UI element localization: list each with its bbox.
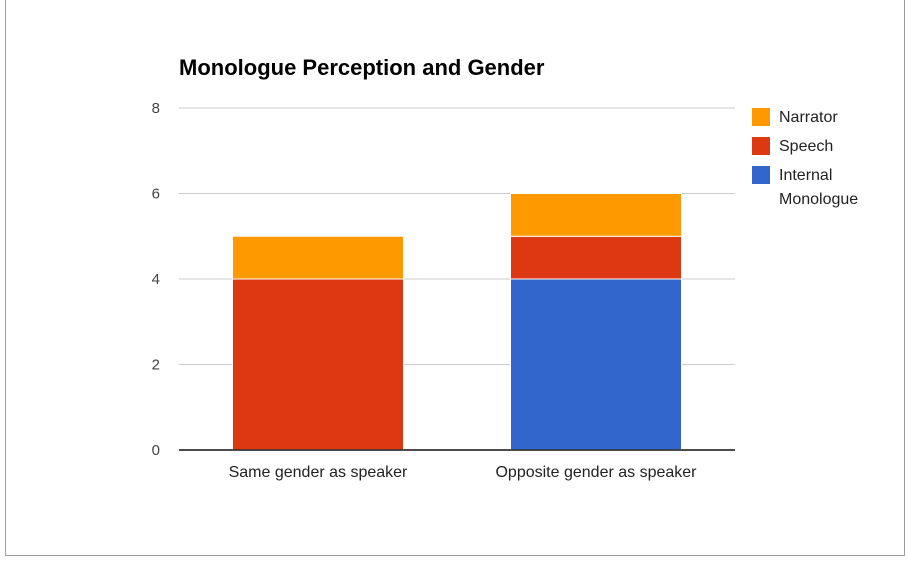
y-tick-label: 6 xyxy=(152,186,160,203)
chart-container[interactable] xyxy=(5,0,905,556)
legend-swatch-narrator xyxy=(752,108,770,126)
y-tick-labels: 0 2 4 6 8 xyxy=(152,100,160,459)
bars xyxy=(179,193,735,451)
x-tick-labels: Same gender as speaker Opposite gender as… xyxy=(229,464,698,481)
y-tick-label: 0 xyxy=(152,442,160,459)
x-tick-label: Opposite gender as speaker xyxy=(495,464,697,481)
bar-segment-speech[interactable] xyxy=(510,235,682,280)
legend-label-speech: Speech xyxy=(779,138,833,155)
bar-segment-narrator[interactable] xyxy=(232,235,404,280)
x-tick-label: Same gender as speaker xyxy=(229,464,408,481)
legend-swatch-internal-monologue xyxy=(752,166,770,184)
legend: Narrator Speech Internal Monologue xyxy=(752,108,858,208)
y-tick-label: 4 xyxy=(152,271,160,288)
legend-label-narrator: Narrator xyxy=(779,109,838,126)
y-tick-label: 2 xyxy=(152,357,160,374)
bar-segment-internal-monologue[interactable] xyxy=(510,278,682,451)
chart-title: Monologue Perception and Gender xyxy=(179,55,545,80)
y-tick-label: 8 xyxy=(152,100,160,117)
bar-segment-narrator[interactable] xyxy=(510,193,682,237)
bar-segment-speech[interactable] xyxy=(232,278,404,451)
legend-label-internal-monologue: Internal Monologue xyxy=(779,167,858,208)
legend-swatch-speech xyxy=(752,137,770,155)
